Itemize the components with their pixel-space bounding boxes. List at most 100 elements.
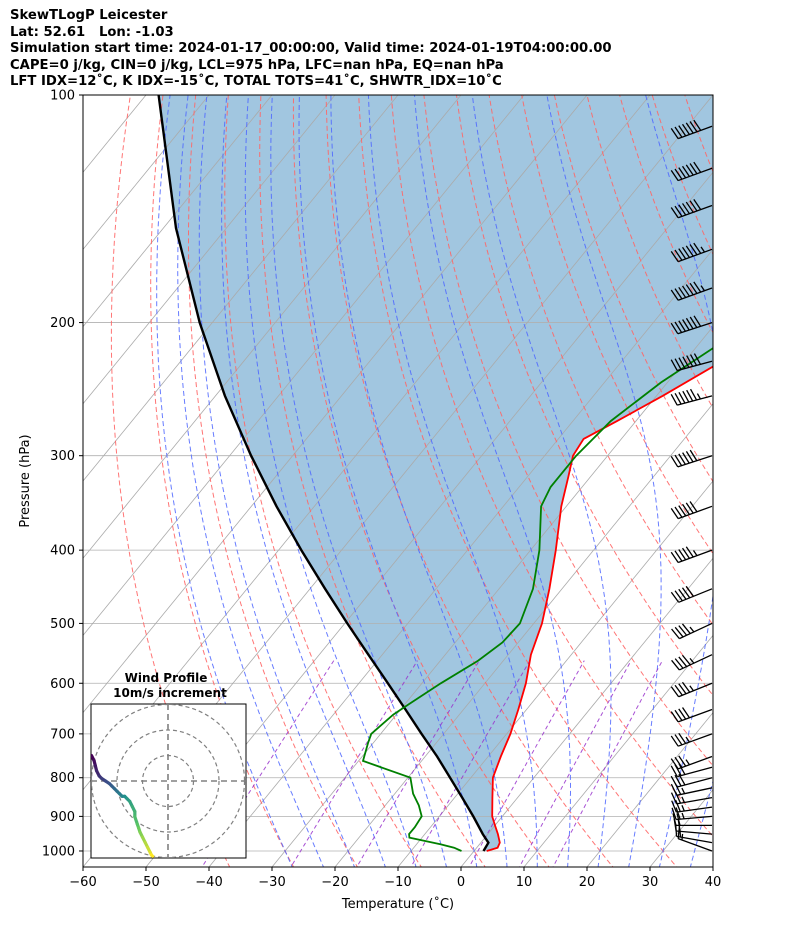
profile-layer (157, 95, 713, 852)
x-tick-label: 30 (642, 875, 659, 890)
axes-layer: −60 −50 −40 −30 −20 −10 0 10 20 30 40 1000 900 800 700… (42, 89, 721, 891)
x-tick-label: 10 (516, 875, 533, 890)
chart-header: SkewTLogP Leicester Lat: 52.61 Lon: -1.0… (10, 8, 612, 91)
chart-title: SkewTLogP Leicester (10, 8, 168, 23)
dry-adiabat-line (744, 78, 794, 882)
wind-barb (670, 732, 713, 747)
wind-barb (670, 707, 713, 723)
y-tick-label: 800 (50, 771, 75, 786)
mixing-ratio-line (518, 660, 632, 867)
dry-adiabat-line (259, 95, 486, 867)
dry-adiabat-line (224, 95, 422, 867)
dry-adiabat-line (150, 95, 295, 867)
moist-adiabat-line (244, 95, 417, 867)
wind-barb (670, 388, 713, 406)
inset-title-line2: 10m/s increment (113, 686, 227, 700)
mixing-ratio-line (468, 660, 585, 867)
isotherm-line (83, 95, 462, 559)
isotherm-line (83, 95, 84, 96)
isotherm-line (83, 95, 588, 714)
wind-barb (670, 281, 713, 301)
dry-adiabat-line (358, 95, 678, 867)
isotherm-line (83, 95, 210, 251)
wind-barb-layer (670, 119, 713, 852)
isotherm-line (523, 634, 713, 867)
hodograph-inset: Wind Profile 10m/s increment (90, 671, 247, 859)
moist-adiabat-line (177, 95, 325, 867)
moist-adiabat-line (546, 95, 662, 867)
dry-adiabat-line (776, 78, 794, 882)
dewpoint-profile-line (361, 347, 713, 852)
y-tick-label: 500 (50, 617, 75, 632)
wind-barb (670, 242, 713, 263)
wind-barb (670, 585, 713, 603)
wind-barb (677, 826, 713, 852)
wind-barb (671, 654, 713, 671)
wind-barb (671, 807, 713, 821)
isotherm-line (586, 711, 713, 867)
temperature-profile-line (486, 365, 713, 852)
moist-adiabat-line (471, 95, 612, 867)
moist-adiabat-line (747, 95, 794, 884)
dry-adiabat-line (423, 95, 713, 767)
wind-barb (671, 799, 713, 813)
x-tick-label: −40 (195, 875, 222, 890)
wind-barb (671, 622, 713, 640)
y-axis-label: Pressure (hPa) (18, 434, 33, 527)
isotherm-line (83, 95, 525, 637)
x-tick-label: −50 (132, 875, 159, 890)
y-tick-label: 200 (50, 316, 75, 331)
isotherm-line (271, 325, 713, 867)
x-tick-label: −20 (321, 875, 348, 890)
dry-adiabat-line (455, 95, 713, 697)
moist-adiabat-layer (156, 95, 794, 884)
isotherm-layer (83, 95, 713, 867)
parcel-profile-line (157, 95, 490, 852)
y-tick-label: 100 (50, 89, 75, 104)
wind-barb (670, 315, 713, 335)
moist-adiabat-line (367, 95, 538, 867)
inset-title-line1: Wind Profile (125, 671, 208, 685)
isotherm-line (83, 95, 336, 405)
mixing-ratio-line (552, 660, 663, 867)
mixing-ratio-line (410, 660, 531, 867)
wind-barb (670, 449, 713, 468)
isotherm-line (460, 557, 713, 867)
dry-adiabat-line (521, 95, 713, 555)
y-tick-label: 1000 (42, 844, 75, 859)
x-tick-label: −30 (258, 875, 285, 890)
dry-adiabat-line (390, 95, 713, 838)
plot-area (83, 78, 794, 884)
y-tick-label: 300 (50, 449, 75, 464)
wind-barb (670, 763, 713, 778)
x-tick-label: −60 (69, 875, 96, 890)
isotherm-line (83, 95, 399, 482)
hodograph-segment (149, 853, 155, 858)
moist-adiabat-line (221, 95, 386, 867)
moist-adiabat-line (156, 95, 293, 867)
y-tick-label: 900 (50, 810, 75, 825)
x-axis-label: Temperature (˚C) (341, 896, 454, 912)
dry-adiabat-line (325, 95, 614, 867)
mixing-ratio-layer (201, 660, 663, 867)
y-tick-label: 400 (50, 544, 75, 559)
x-tick-label: −10 (384, 875, 411, 890)
wind-barb (670, 353, 713, 372)
y-tick-label: 700 (50, 727, 75, 742)
isotherm-line (208, 248, 713, 867)
moist-adiabat-line (645, 95, 713, 867)
y-tick-label: 600 (50, 677, 75, 692)
location-line: Lat: 52.61 Lon: -1.03 (10, 24, 174, 40)
dry-adiabat-line (712, 78, 794, 882)
hodograph-trace (91, 753, 155, 858)
moist-adiabat-line (717, 95, 794, 884)
wind-barb (673, 818, 713, 835)
mixing-ratio-line (290, 660, 418, 867)
moist-adiabat-line (330, 95, 508, 867)
wind-barb (670, 198, 713, 219)
x-tick-label: 40 (705, 875, 722, 890)
indices-line: LFT IDX=12˚C, K IDX=-15˚C, TOTAL TOTS=41… (10, 74, 502, 90)
wind-barb (670, 755, 713, 770)
isotherm-line (83, 95, 273, 328)
